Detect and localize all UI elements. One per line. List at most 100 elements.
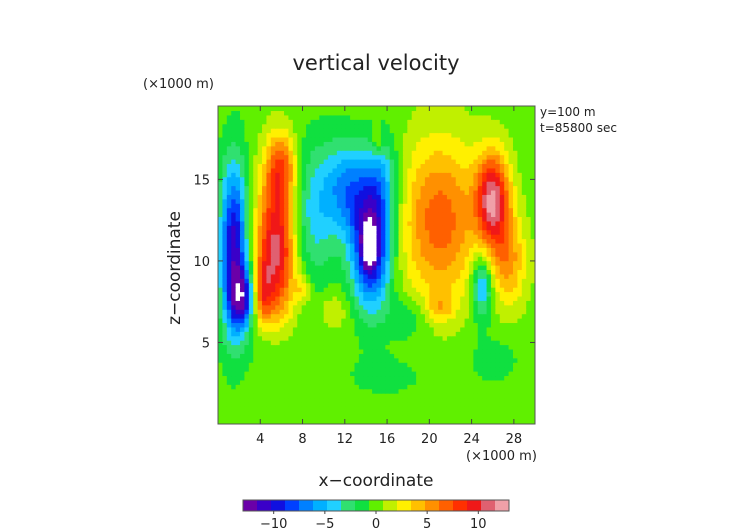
- field-cell: [358, 242, 364, 248]
- field-cell: [367, 256, 373, 262]
- field-cell: [248, 150, 254, 156]
- field-cell: [314, 181, 320, 187]
- field-cell: [297, 220, 303, 226]
- field-cell: [385, 326, 391, 332]
- field-cell: [389, 371, 395, 377]
- field-cell: [323, 238, 329, 244]
- field-cell: [240, 203, 246, 209]
- field-cell: [231, 397, 237, 403]
- field-cell: [235, 229, 241, 235]
- field-cell: [411, 145, 417, 151]
- field-cell: [464, 203, 470, 209]
- field-cell: [429, 419, 435, 424]
- field-cell: [398, 278, 404, 284]
- field-cell: [253, 189, 259, 195]
- field-cell: [284, 366, 290, 372]
- field-cell: [464, 410, 470, 416]
- field-cell: [323, 415, 329, 421]
- field-cell: [416, 260, 422, 266]
- field-cell: [297, 397, 303, 403]
- field-cell: [455, 313, 461, 319]
- field-cell: [235, 154, 241, 160]
- field-cell: [477, 212, 483, 218]
- field-cell: [328, 132, 334, 138]
- field-cell: [262, 159, 268, 165]
- field-cell: [358, 357, 364, 363]
- field-cell: [231, 362, 237, 368]
- field-cell: [288, 300, 294, 306]
- field-cell: [482, 406, 488, 412]
- field-cell: [332, 379, 338, 385]
- field-cell: [424, 300, 430, 306]
- field-cell: [297, 348, 303, 354]
- field-cell: [275, 397, 281, 403]
- field-cell: [482, 415, 488, 421]
- field-cell: [341, 216, 347, 222]
- field-cell: [385, 123, 391, 129]
- field-cell: [394, 176, 400, 182]
- field-cell: [257, 247, 263, 253]
- field-cell: [468, 132, 474, 138]
- field-cell: [464, 132, 470, 138]
- field-cell: [394, 313, 400, 319]
- field-cell: [226, 353, 232, 359]
- field-cell: [345, 145, 351, 151]
- field-cell: [389, 419, 395, 424]
- field-cell: [248, 366, 254, 372]
- field-cell: [486, 234, 492, 240]
- field-cell: [508, 362, 514, 368]
- field-cell: [279, 194, 285, 200]
- field-cell: [244, 415, 250, 421]
- field-cell: [270, 331, 276, 337]
- field-cell: [420, 234, 426, 240]
- field-cell: [319, 198, 325, 204]
- field-cell: [411, 194, 417, 200]
- field-cell: [253, 357, 259, 363]
- field-cell: [433, 340, 439, 346]
- field-cell: [398, 340, 404, 346]
- field-cell: [512, 136, 518, 142]
- field-cell: [499, 388, 505, 394]
- field-cell: [262, 384, 268, 390]
- field-cell: [341, 362, 347, 368]
- field-cell: [354, 375, 360, 381]
- field-cell: [367, 269, 373, 275]
- field-cell: [323, 295, 329, 301]
- field-cell: [402, 136, 408, 142]
- field-cell: [345, 313, 351, 319]
- field-cell: [411, 132, 417, 138]
- field-cell: [266, 371, 272, 377]
- field-cell: [244, 295, 250, 301]
- field-cell: [323, 304, 329, 310]
- field-cell: [275, 172, 281, 178]
- field-cell: [332, 287, 338, 293]
- field-cell: [394, 242, 400, 248]
- field-cell: [240, 410, 246, 416]
- field-cell: [499, 119, 505, 125]
- field-cell: [292, 291, 298, 297]
- field-cell: [451, 366, 457, 372]
- field-cell: [420, 273, 426, 279]
- field-cell: [284, 388, 290, 394]
- field-cell: [248, 331, 254, 337]
- field-cell: [460, 181, 466, 187]
- field-cell: [398, 388, 404, 394]
- field-cell: [336, 265, 342, 271]
- field-cell: [385, 366, 391, 372]
- field-cell: [482, 242, 488, 248]
- field-cell: [372, 278, 378, 284]
- field-cell: [253, 216, 259, 222]
- field-cell: [345, 172, 351, 178]
- field-cell: [385, 309, 391, 315]
- field-cell: [486, 181, 492, 187]
- field-cell: [477, 406, 483, 412]
- field-cell: [328, 362, 334, 368]
- field-cell: [495, 167, 501, 173]
- field-cell: [376, 167, 382, 173]
- field-cell: [508, 318, 514, 324]
- field-cell: [266, 397, 272, 403]
- field-cell: [380, 379, 386, 385]
- field-cell: [402, 229, 408, 235]
- field-cell: [455, 397, 461, 403]
- field-cell: [380, 397, 386, 403]
